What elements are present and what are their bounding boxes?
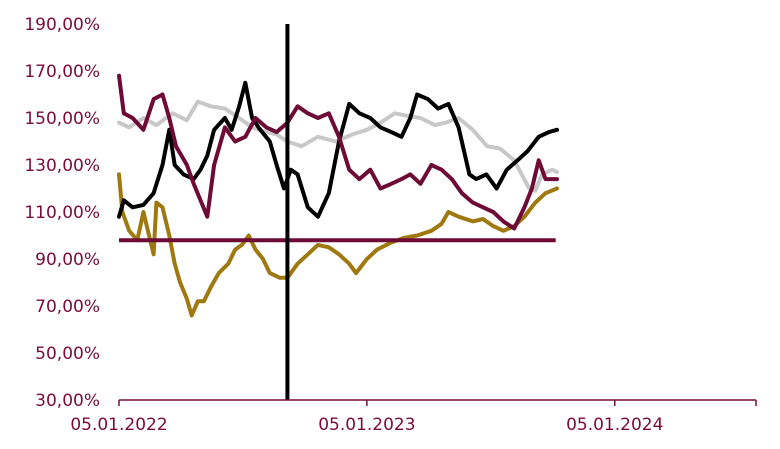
y-tick-label: 110,00%: [24, 203, 100, 223]
y-tick-label: 30,00%: [35, 391, 100, 411]
x-axis: [118, 399, 757, 406]
series-line-2: [117, 172, 559, 318]
y-tick-label: 90,00%: [35, 250, 100, 270]
series-layer: [117, 73, 559, 318]
y-tick-label: 150,00%: [24, 109, 100, 129]
x-axis-tick-labels: 05.01.2022 05.01.2023 05.01.2024: [70, 415, 663, 435]
y-tick-label: 70,00%: [35, 297, 100, 317]
x-tick-label: 05.01.2023: [318, 415, 415, 435]
series-line-3: [117, 80, 559, 219]
series-line-1: [117, 99, 559, 193]
series-line-4: [117, 73, 559, 231]
y-axis-tick-labels: 30,00% 50,00% 70,00% 90,00% 110,00% 130,00% 15…: [24, 15, 100, 411]
reference-layer: [119, 24, 556, 400]
y-tick-label: 50,00%: [35, 344, 100, 364]
y-tick-label: 170,00%: [24, 62, 100, 82]
x-tick-label: 05.01.2022: [70, 415, 167, 435]
x-tick-label: 05.01.2024: [566, 415, 663, 435]
y-tick-label: 190,00%: [24, 15, 100, 35]
y-tick-label: 130,00%: [24, 156, 100, 176]
